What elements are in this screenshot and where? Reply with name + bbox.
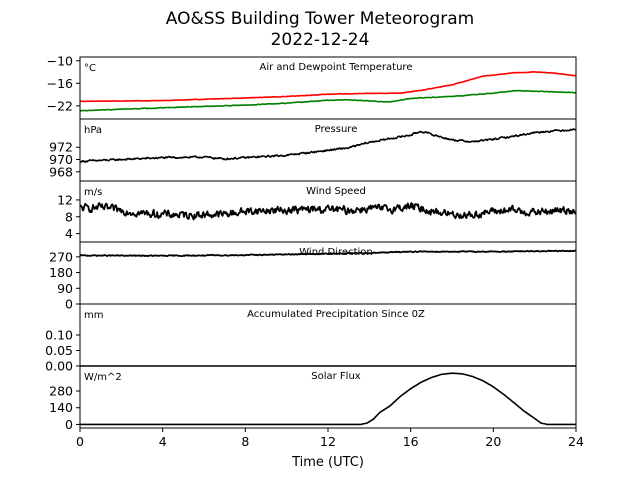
x-axis-label: Time (UTC) [291, 455, 364, 470]
y-tick-label: 12 [57, 192, 73, 207]
y-tick-label: 90 [57, 281, 73, 296]
panel-4: 0.100.050.00 mm Accumulated Precipitation … [45, 303, 577, 374]
panel-unit-label: °C [84, 63, 96, 74]
y-tick-label: 970 [49, 152, 73, 167]
panel-title: Air and Dewpoint Temperature [260, 62, 413, 73]
panel-title: Solar Flux [311, 371, 361, 382]
y-tick-label: −22 [47, 98, 73, 113]
dewpoint-series-line [79, 89, 577, 112]
panel-unit-label: W/m^2 [84, 372, 122, 383]
x-tick-label: 24 [568, 434, 584, 449]
pressure-series-line [79, 128, 577, 163]
panel-unit-label: hPa [84, 125, 102, 136]
panel-title: Wind Speed [306, 186, 366, 197]
y-tick-label: 140 [49, 400, 73, 415]
panel-unit-label: mm [84, 310, 103, 321]
panel-unit-label: m/s [84, 187, 102, 198]
y-tick-label: 0.00 [45, 359, 73, 374]
shared-x-axis: 0 4 8 12 16 20 24 [76, 428, 584, 449]
panel-stack: −10 −16 −22 °C Air and Dewpoint Temperature 9… [45, 53, 577, 432]
y-tick-label: −10 [47, 53, 73, 68]
air-series-line [79, 71, 577, 103]
y-tick-label: 280 [49, 384, 73, 399]
x-tick-label: 16 [403, 434, 419, 449]
y-tick-label: 0.05 [45, 343, 73, 358]
x-tick-label: 8 [241, 434, 249, 449]
x-tick-label: 0 [76, 434, 84, 449]
panel-title: Wind Direction [299, 247, 373, 258]
figure-title-line1: AO&SS Building Tower Meteorogram [166, 9, 474, 29]
solar_flux-series-line [80, 372, 576, 426]
panel-2: 12 8 4 m/s Wind Speed [57, 180, 577, 243]
wind_speed-series-line [79, 202, 577, 221]
y-tick-label: 8 [65, 209, 73, 224]
x-tick-label: 4 [159, 434, 167, 449]
y-tick-label: 180 [49, 265, 73, 280]
wind_direction-series-line [79, 249, 577, 258]
y-tick-label: 968 [49, 164, 73, 179]
y-tick-label: −16 [47, 76, 73, 91]
y-tick-label: 0 [65, 297, 73, 312]
panel-title: Pressure [315, 124, 358, 135]
y-tick-label: 0.10 [45, 328, 73, 343]
panel-0: −10 −16 −22 °C Air and Dewpoint Temperature [47, 53, 577, 120]
panel-title: Accumulated Precipitation Since 0Z [247, 309, 425, 320]
y-tick-label: 270 [49, 249, 73, 264]
y-tick-label: 0 [65, 417, 73, 432]
y-tick-label: 4 [65, 226, 73, 241]
y-tick-label: 972 [49, 140, 73, 155]
x-tick-label: 12 [320, 434, 336, 449]
figure-title-line2: 2022-12-24 [271, 30, 370, 50]
x-tick-label: 20 [485, 434, 501, 449]
